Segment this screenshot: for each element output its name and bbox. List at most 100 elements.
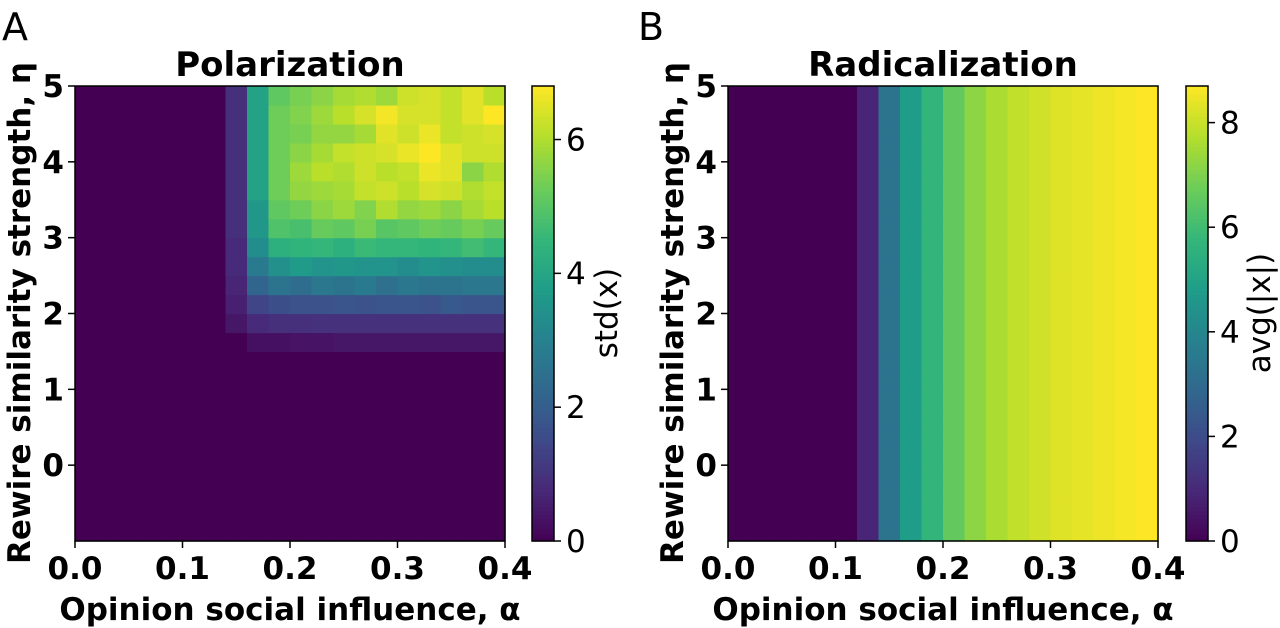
heatmap-cell [333,256,356,277]
heatmap-cell [376,218,399,239]
heatmap-cell [900,370,923,390]
y-tick-label: 2 [695,297,717,333]
x-axis-label-a: Opinion social influence, α [59,592,520,628]
colorbar-segment [1186,465,1208,470]
heatmap-cell [964,313,987,334]
heatmap-cell [771,123,794,144]
colorbar-tick-label: 0 [566,524,586,560]
heatmap-cell [118,123,141,144]
heatmap-cell [247,408,270,428]
colorbar-tick-label: 4 [1220,315,1240,351]
heatmap-cell [1029,370,1052,390]
colorbar-segment [1186,347,1208,353]
heatmap-cell [96,446,119,466]
heatmap-cell [986,389,1009,409]
heatmap-cell [921,427,944,447]
heatmap-cell [835,427,858,447]
heatmap-cell [247,503,270,523]
colorbar-segment [532,533,554,538]
heatmap-cell [943,142,966,163]
heatmap-cell [728,142,751,163]
heatmap-cell [1115,104,1138,125]
heatmap-cell [771,104,794,125]
heatmap-cell [986,104,1009,125]
heatmap-cell [749,370,772,390]
heatmap-cell [943,104,966,125]
colorbar-segment [1186,412,1208,417]
heatmap-cell [96,522,119,542]
heatmap-cell [204,484,227,504]
heatmap-cell [943,427,966,447]
x-tick-label: 0.4 [1131,551,1186,587]
heatmap-cell [857,142,880,163]
heatmap-cell [397,427,420,447]
heatmap-cell [1136,256,1159,277]
heatmap-cell [964,503,987,523]
heatmap-cell [900,123,923,144]
heatmap-cell [483,427,506,447]
heatmap-cell [728,218,751,239]
colorbar-segment [532,351,554,356]
heatmap-cell [204,370,227,390]
heatmap-cell [225,427,248,447]
heatmap-cell [1136,332,1159,353]
heatmap-cell [139,351,162,371]
colorbar-segment [1186,476,1208,481]
heatmap-cell [354,218,377,239]
heatmap-cell [857,161,880,182]
colorbar-segment [532,450,554,455]
chart-title-b: Radicalization [808,45,1078,85]
heatmap-cell [878,86,901,106]
heatmap-cell [247,86,270,106]
heatmap-cell [161,237,184,258]
heatmap-cell [440,313,463,334]
heatmap-cell [792,313,815,334]
heatmap-cell [749,503,772,523]
heatmap-cell [878,123,901,144]
heatmap-cell [986,275,1009,296]
heatmap-cell [728,294,751,315]
heatmap-cell [1029,389,1052,409]
heatmap-cell [1093,218,1116,239]
heatmap-cell [878,161,901,182]
heatmap-cell [311,408,334,428]
heatmap-cell [96,104,119,125]
colorbar-segment [1186,279,1208,284]
heatmap-cell [1029,465,1052,485]
heatmap-cell [333,389,356,409]
colorbar-segment [1186,522,1208,527]
heatmap-cell [1050,522,1073,542]
heatmap-cell [771,180,794,201]
heatmap-cell [1136,465,1159,485]
heatmap-cell [247,313,270,334]
heatmap-cell [749,86,772,106]
colorbar-segment [532,184,554,189]
colorbar-segment [532,104,554,110]
colorbar-segment [1186,283,1208,288]
heatmap-cell [1050,123,1073,144]
heatmap-cell [1072,313,1095,334]
colorbar-segment [532,146,554,152]
heatmap-cell [921,199,944,220]
heatmap-cell [1093,351,1116,371]
heatmap-cell [268,370,291,390]
heatmap-cell [397,351,420,371]
colorbar-segment [532,313,554,318]
heatmap-cell [921,86,944,106]
heatmap-cell [376,427,399,447]
heatmap-cell [921,484,944,504]
heatmap-cell [268,104,291,125]
heatmap-cell [311,446,334,466]
heatmap-cell [139,104,162,125]
colorbar-segment [1186,404,1208,409]
heatmap-cell [419,484,442,504]
heatmap-cell [943,389,966,409]
x-tick-label: 0.2 [263,551,318,587]
heatmap-cell [182,408,205,428]
heatmap-cell [1029,86,1052,106]
x-tick-label: 0.3 [1023,551,1078,587]
heatmap-cell [728,180,751,201]
heatmap-cell [921,522,944,542]
colorbar-label-b: avg(|x|) [1242,253,1278,373]
heatmap-cell [440,237,463,258]
